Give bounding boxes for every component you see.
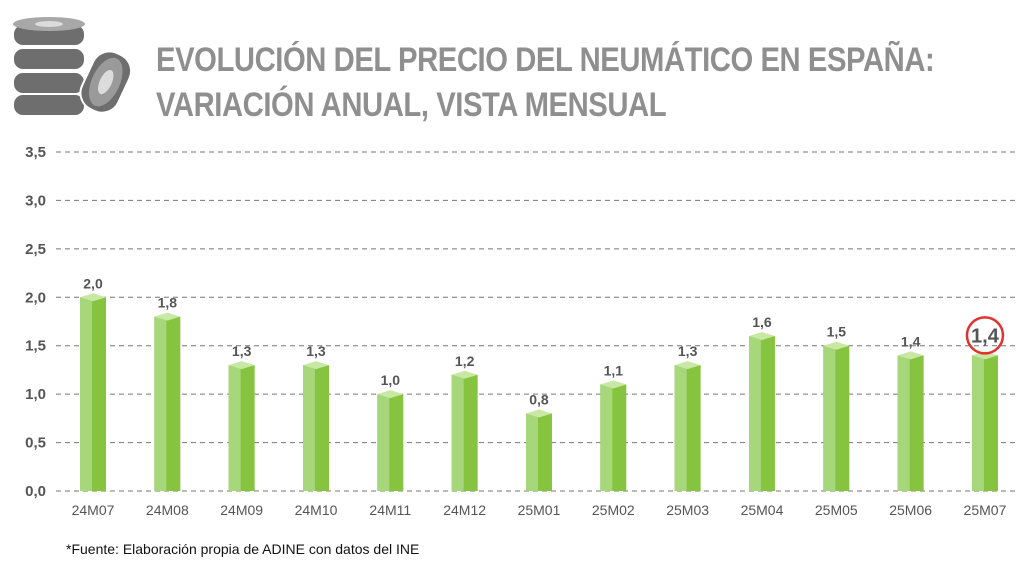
x-category-label: 25M02 [592, 502, 635, 518]
bar-side-face [525, 413, 538, 491]
bar [80, 293, 106, 491]
bar [228, 361, 255, 491]
bar-value-label: 1,2 [455, 353, 475, 369]
bar [525, 409, 552, 491]
bar-top-face [80, 293, 106, 302]
bar-value-label: 1,4 [971, 325, 1000, 347]
bar-top-face [525, 409, 552, 418]
y-tick-label: 1,0 [25, 386, 46, 403]
bar-side-face [971, 355, 984, 491]
bar-value-label: 0,8 [529, 392, 549, 408]
bar [674, 361, 701, 491]
bar-side-face [80, 297, 92, 491]
bar-value-label: 2,0 [83, 275, 103, 291]
bar-side-face [674, 365, 687, 491]
bar-side-face [302, 365, 315, 491]
x-category-label: 24M11 [369, 502, 411, 518]
x-category-label: 24M12 [443, 502, 486, 518]
bar [302, 361, 329, 491]
bar-top-face [823, 341, 850, 350]
bar [897, 351, 924, 491]
bar [600, 380, 627, 491]
bar-top-face [154, 312, 181, 321]
bar-value-label: 1,6 [752, 314, 772, 330]
bar-top-face [674, 361, 701, 370]
bar [823, 341, 850, 491]
y-tick-label: 2,0 [25, 289, 46, 306]
bar-value-label: 1,8 [158, 295, 178, 311]
chart-title: EVOLUCIÓN DEL PRECIO DEL NEUMÁTICO EN ES… [156, 38, 935, 128]
bar [748, 332, 775, 491]
y-tick-label: 0,0 [25, 483, 46, 500]
x-category-label: 24M07 [72, 502, 115, 518]
x-category-label: 25M07 [964, 502, 1007, 518]
bar-side-face [748, 336, 761, 491]
chart-title-line1: EVOLUCIÓN DEL PRECIO DEL NEUMÁTICO EN ES… [156, 41, 935, 79]
bar-top-face [451, 370, 478, 379]
bar-top-face [897, 351, 924, 360]
bar-top-face [600, 380, 627, 389]
y-tick-label: 0,5 [25, 435, 46, 452]
x-category-label: 25M06 [889, 502, 932, 518]
y-tick-label: 2,5 [25, 241, 46, 258]
bar-value-label: 1,1 [604, 362, 624, 378]
bar-side-face [154, 316, 167, 491]
tires-stack-icon [12, 17, 133, 117]
bar-top-face [302, 361, 329, 370]
bar [154, 312, 181, 491]
bar-side-face [897, 355, 910, 491]
source-note: *Fuente: Elaboración propia de ADINE con… [66, 541, 420, 557]
chart-title-line2: VARIACIÓN ANUAL, VISTA MENSUAL [156, 86, 667, 124]
bar-top-face [748, 332, 775, 341]
bar-side-face [600, 384, 613, 491]
bar-side-face [451, 374, 464, 491]
x-category-label: 25M05 [815, 502, 858, 518]
x-category-label: 24M10 [295, 502, 338, 518]
x-category-label: 25M01 [518, 502, 561, 518]
bar-top-face [377, 390, 404, 399]
bar [451, 370, 478, 491]
y-tick-label: 3,0 [25, 192, 46, 209]
bar-value-label: 1,3 [232, 343, 252, 359]
bar-top-face [228, 361, 255, 370]
bar [971, 351, 998, 491]
bar-side-face [377, 394, 390, 491]
bar-value-label: 1,3 [678, 343, 698, 359]
bar [377, 390, 404, 491]
bar-value-label: 1,5 [827, 324, 847, 340]
x-category-label: 24M08 [146, 502, 189, 518]
bar-value-label: 1,0 [381, 372, 401, 388]
x-category-label: 24M09 [220, 502, 263, 518]
bar-side-face [823, 345, 836, 491]
highlight-circle [965, 316, 1005, 355]
y-tick-label: 1,5 [25, 338, 46, 355]
bar-value-label: 1,3 [306, 343, 326, 359]
x-category-label: 25M03 [666, 502, 709, 518]
bar-value-label: 1,4 [901, 333, 921, 349]
bar-side-face [228, 365, 241, 491]
y-tick-label: 3,5 [25, 144, 46, 161]
x-category-label: 25M04 [741, 502, 784, 518]
